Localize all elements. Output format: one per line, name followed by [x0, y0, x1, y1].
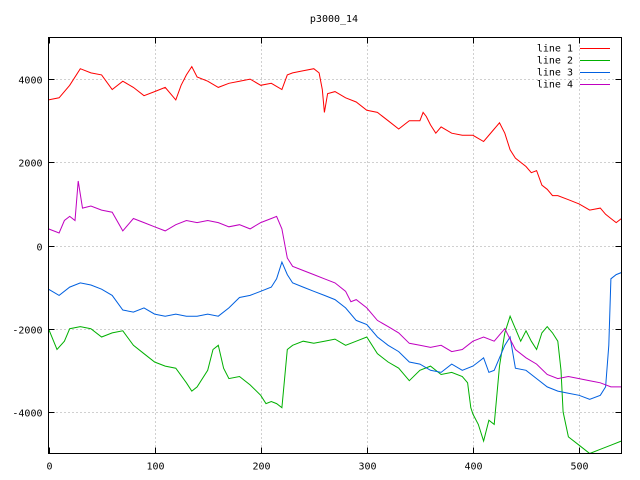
series-lines	[48, 65, 622, 455]
x-tick-label: 400	[464, 462, 482, 473]
y-tick-label: -2000	[12, 326, 42, 337]
legend-label: line 3	[537, 68, 573, 79]
grid-lines	[48, 37, 622, 454]
series-line-4	[48, 180, 622, 388]
series-line-3	[48, 260, 622, 400]
y-tick-label: 0	[36, 243, 42, 254]
axis-ticks: -4000 -2000 0 2000 4000 0 100 200 300 400 500	[12, 37, 622, 473]
y-tick-label: -4000	[12, 409, 42, 420]
x-tick-label: 500	[570, 462, 588, 473]
legend-label: line 4	[537, 80, 573, 91]
legend-label: line 2	[537, 56, 573, 67]
plot-frame	[48, 37, 622, 454]
x-tick-label: 0	[46, 462, 52, 473]
x-tick-label: 200	[252, 462, 270, 473]
y-tick-label: 4000	[18, 76, 42, 87]
x-tick-label: 100	[146, 462, 164, 473]
legend-label: line 1	[537, 44, 573, 55]
y-tick-label: 2000	[18, 159, 42, 170]
chart-title: p3000_14	[310, 14, 358, 25]
x-tick-label: 300	[358, 462, 376, 473]
series-line-1	[48, 65, 622, 224]
series-line-2	[48, 314, 622, 455]
